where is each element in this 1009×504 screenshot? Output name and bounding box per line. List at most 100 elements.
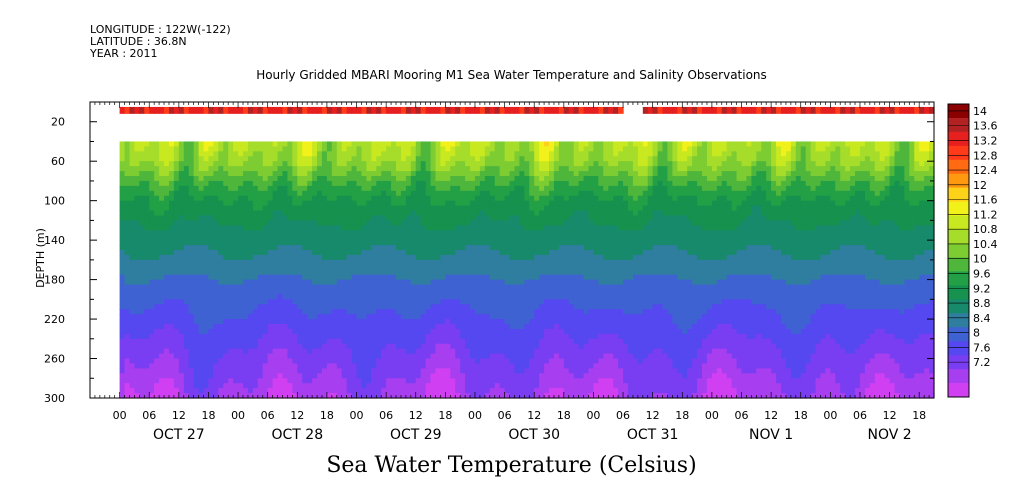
field-cell (371, 304, 377, 310)
field-cell (519, 289, 525, 295)
field-cell (430, 185, 437, 192)
field-cell (534, 215, 540, 221)
field-cell (534, 146, 540, 152)
field-cell (292, 171, 298, 177)
field-cell (183, 176, 190, 182)
field-cell (563, 156, 570, 162)
field-cell (188, 373, 195, 379)
field-cell (164, 353, 170, 360)
field-cell (479, 151, 486, 157)
field-cell (558, 151, 565, 157)
field-cell (243, 358, 249, 365)
field-cell (430, 190, 437, 197)
field-cell (238, 141, 244, 147)
field-cell (188, 190, 195, 197)
field-cell (573, 190, 580, 197)
field-cell (183, 289, 190, 295)
field-cell (455, 348, 461, 355)
field-cell (405, 378, 412, 384)
field-cell (440, 235, 446, 241)
field-cell (134, 230, 140, 236)
field-cell (154, 393, 160, 399)
field-cell (302, 151, 308, 157)
field-cell (529, 235, 535, 241)
field-cell (198, 378, 205, 384)
field-cell (460, 161, 466, 167)
field-cell (553, 368, 560, 374)
field-cell (336, 166, 343, 172)
field-cell (396, 304, 402, 310)
field-cell (410, 151, 417, 157)
field-cell (154, 141, 160, 147)
field-cell (178, 383, 185, 389)
field-cell (410, 324, 417, 330)
field-cell (376, 269, 382, 276)
field-cell (455, 304, 461, 310)
field-cell (539, 284, 545, 291)
field-cell (317, 378, 323, 384)
field-cell (183, 264, 190, 271)
field-cell (168, 166, 175, 172)
field-cell (573, 171, 580, 177)
field-cell (282, 171, 289, 177)
field-cell (529, 264, 535, 271)
field-cell (247, 373, 254, 379)
field-cell (233, 264, 239, 271)
field-cell (465, 176, 471, 182)
field-cell (346, 328, 353, 335)
field-cell (371, 383, 377, 389)
field-cell (247, 254, 254, 261)
field-cell (124, 141, 131, 147)
field-cell (208, 141, 214, 147)
field-cell (539, 250, 545, 256)
field-cell (386, 294, 392, 300)
field-cell (267, 299, 274, 305)
field-cell (356, 215, 363, 221)
field-cell (262, 294, 269, 300)
field-cell (183, 309, 190, 315)
field-cell (341, 254, 348, 261)
field-cell (277, 333, 284, 340)
field-cell (213, 259, 219, 266)
field-cell (173, 220, 180, 226)
field-cell (484, 205, 491, 212)
field-cell (420, 210, 427, 217)
field-cell (400, 254, 407, 261)
field-cell (489, 314, 496, 320)
field-cell (292, 378, 298, 384)
field-cell (203, 190, 210, 197)
field-cell (494, 328, 501, 335)
field-cell (361, 141, 367, 147)
field-cell (168, 240, 175, 246)
field-cell (262, 319, 269, 325)
field-cell (499, 259, 506, 266)
field-cell (154, 190, 160, 197)
field-cell (465, 289, 471, 295)
field-cell (455, 166, 461, 172)
field-cell (134, 269, 140, 276)
field-cell (499, 146, 506, 152)
field-cell (386, 146, 392, 152)
field-cell (415, 338, 422, 345)
field-cell (277, 210, 284, 217)
field-cell (119, 245, 126, 251)
field-cell (257, 151, 264, 157)
field-cell (460, 235, 466, 241)
field-cell (267, 185, 274, 192)
field-cell (272, 309, 279, 315)
field-cell (247, 146, 254, 152)
field-cell (228, 180, 234, 187)
field-cell (573, 343, 580, 350)
field-cell (366, 274, 372, 281)
field-cell (410, 328, 417, 335)
field-cell (331, 328, 338, 335)
field-cell (178, 284, 185, 291)
field-cell (193, 368, 200, 374)
field-cell (450, 274, 456, 281)
field-cell (415, 180, 422, 187)
field-cell (243, 284, 249, 291)
field-cell (213, 269, 219, 276)
field-cell (208, 348, 214, 355)
field-cell (183, 161, 190, 167)
field-cell (331, 294, 338, 300)
